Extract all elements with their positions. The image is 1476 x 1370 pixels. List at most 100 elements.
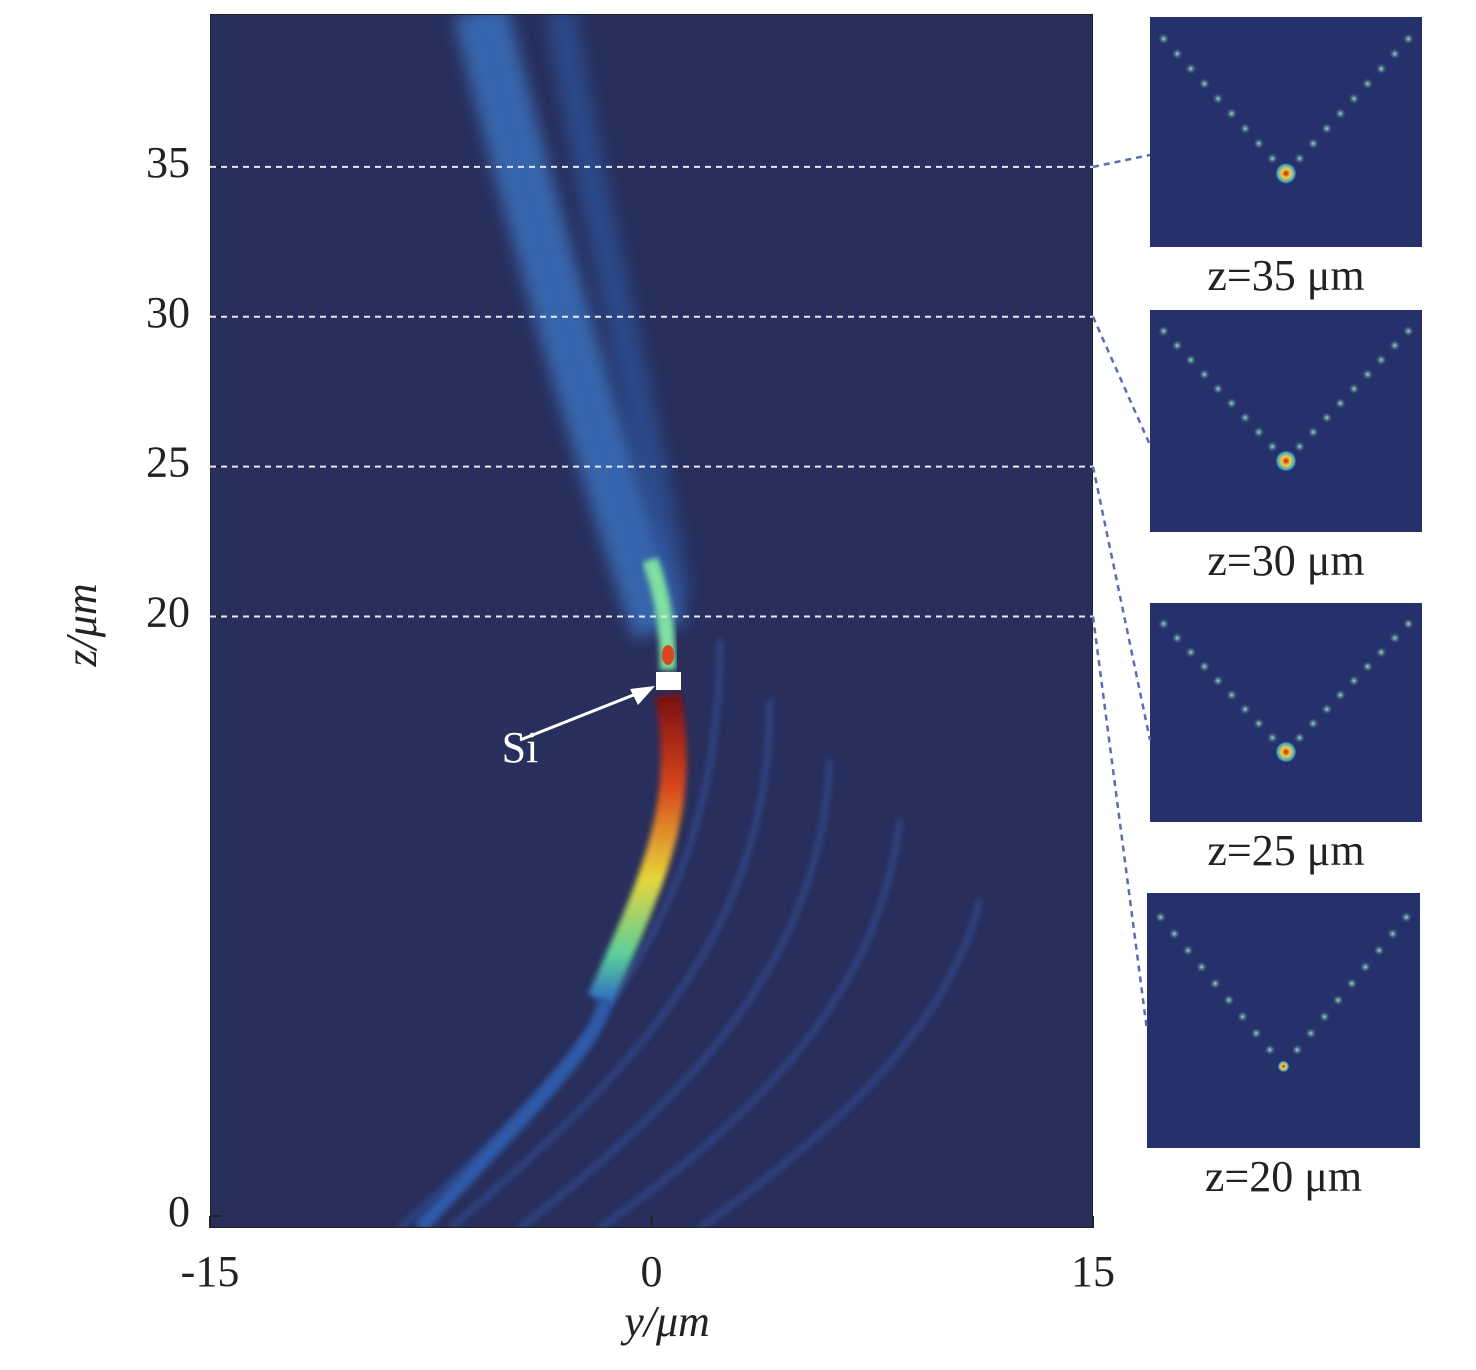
x-tick-label: 15 [1071, 1247, 1115, 1296]
inset-fringe [1212, 92, 1224, 105]
inset-fringe [1307, 426, 1320, 439]
inset-fringe [1334, 397, 1347, 410]
inset-fringe [1348, 92, 1360, 105]
inset-label: z=25 μm [1207, 826, 1364, 875]
inset-image [1147, 893, 1420, 1148]
inset-fringe [1293, 440, 1306, 453]
inset-fringe [1212, 674, 1224, 687]
inset-fringe [1198, 77, 1211, 90]
inset-fringe [1304, 1027, 1317, 1040]
inset-fringe [1157, 617, 1170, 630]
connector [1092, 153, 1151, 169]
inset-fringe [1373, 944, 1386, 957]
inset-fringe [1400, 911, 1413, 924]
inset-fringe [1266, 731, 1279, 744]
inset-fringe [1402, 617, 1415, 630]
inset-fringe [1225, 107, 1238, 120]
inset-fringe [1236, 1010, 1249, 1023]
inset-fringe [1334, 107, 1347, 120]
inset-fringe [1252, 137, 1265, 150]
inset-label: z=30 μm [1207, 536, 1364, 585]
connector [1091, 316, 1152, 446]
inset-peak [1275, 162, 1297, 185]
inset-fringe [1198, 660, 1211, 673]
inset-fringe [1402, 32, 1415, 45]
inset-peak [1277, 1060, 1290, 1073]
connector [1091, 466, 1152, 741]
inset-fringe [1320, 411, 1333, 424]
inset-fringe [1184, 353, 1197, 366]
inset-fringe [1266, 152, 1279, 165]
inset-fringe [1332, 994, 1345, 1007]
inset-fringe [1225, 688, 1238, 701]
inset-fringe [1388, 632, 1401, 645]
inset-fringe [1375, 646, 1388, 659]
inset-fringe [1157, 32, 1170, 45]
inset-fringe [1359, 960, 1372, 973]
inset-fringe [1266, 440, 1279, 453]
inset-fringe [1222, 994, 1235, 1007]
inset-peak [1275, 740, 1297, 763]
inset-fringe [1348, 674, 1360, 687]
inset-fringe [1209, 977, 1222, 990]
x-tick-label: 0 [641, 1247, 663, 1296]
inset-fringe [1171, 632, 1184, 645]
inset-fringe [1345, 977, 1358, 990]
inset-fringe [1375, 62, 1388, 75]
inset-fringe [1263, 1043, 1276, 1056]
inset-fringe [1307, 717, 1320, 730]
connector [1091, 616, 1149, 1031]
inset-fringe [1195, 960, 1208, 973]
inset-fringe [1168, 927, 1181, 940]
y-tick-label: 35 [146, 138, 190, 187]
inset-fringe [1184, 646, 1197, 659]
inset-fringe [1320, 703, 1333, 716]
inset-fringe [1361, 77, 1374, 90]
inset-fringe [1348, 382, 1360, 395]
inset-image [1150, 17, 1422, 247]
inset-fringe [1198, 368, 1211, 381]
inset-fringe [1250, 1027, 1263, 1040]
inset-fringe [1388, 339, 1401, 352]
inset-label: z=20 μm [1205, 1152, 1362, 1201]
inset-fringe [1239, 703, 1252, 716]
inset-fringe [1293, 152, 1306, 165]
inset-fringe [1225, 397, 1238, 410]
y-tick-label: 25 [146, 438, 190, 487]
inset-fringe [1386, 927, 1399, 940]
inset-fringe [1375, 353, 1388, 366]
y-tick-label: 0 [168, 1187, 190, 1236]
inset-fringe [1252, 426, 1265, 439]
x-axis-label: y/μm [620, 1297, 710, 1346]
inset-fringe [1291, 1043, 1304, 1056]
inset-fringe [1171, 47, 1184, 60]
inset-fringe [1184, 62, 1197, 75]
inset-fringe [1252, 717, 1265, 730]
inset-fringe [1154, 911, 1167, 924]
inset-fringe [1171, 339, 1184, 352]
inset-fringe [1388, 47, 1401, 60]
inset-fringe [1318, 1010, 1331, 1023]
inset-fringe [1212, 382, 1224, 395]
inset-fringe [1402, 325, 1415, 338]
x-tick-label: -15 [181, 1247, 240, 1296]
inset-fringe [1239, 122, 1252, 135]
y-tick-label: 30 [146, 288, 190, 337]
inset-fringe [1293, 731, 1306, 744]
y-tick-label: 20 [146, 588, 190, 637]
field-map [210, 14, 1093, 1228]
inset-label: z=35 μm [1207, 251, 1364, 300]
insets: z=35 μm z=30 μm z=25 μm z=20 μm [1147, 17, 1422, 1201]
inset-fringe [1320, 122, 1333, 135]
inset-fringe [1157, 325, 1170, 338]
inset-fringe [1361, 660, 1374, 673]
annotation: Si [502, 723, 539, 772]
inset-fringe [1181, 944, 1194, 957]
inset-image [1150, 603, 1422, 822]
inset-fringe [1361, 368, 1374, 381]
inset-image [1150, 310, 1422, 532]
inset-fringe [1239, 411, 1252, 424]
inset-fringe [1334, 688, 1347, 701]
inset-peak [1275, 449, 1297, 472]
